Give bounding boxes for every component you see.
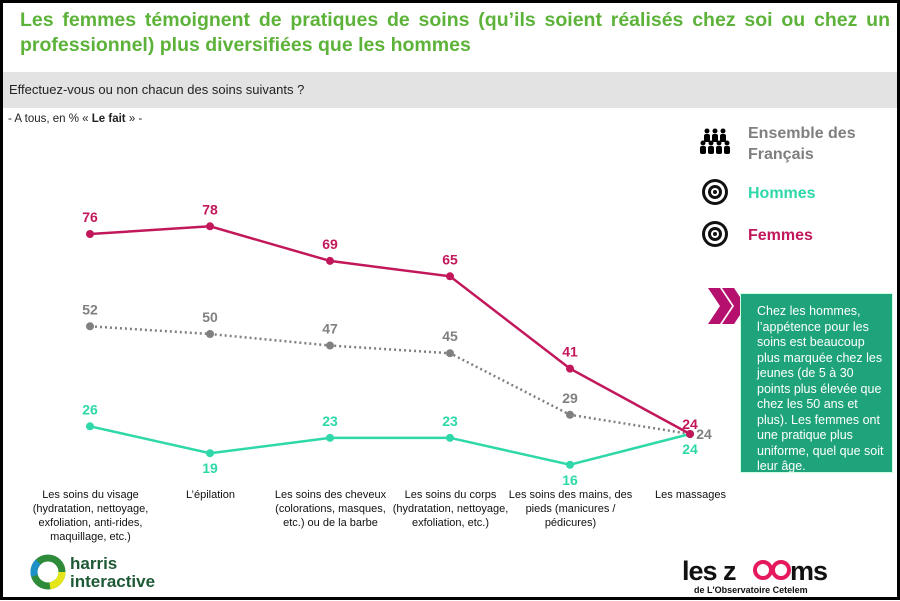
target-icon — [702, 179, 728, 205]
data-point — [206, 222, 214, 231]
callout-box: Chez les hommes, l’appétence pour les so… — [740, 293, 893, 473]
svg-text:harris: harris — [70, 554, 117, 573]
legend-femmes: Femmes — [748, 227, 813, 244]
data-point — [446, 349, 454, 358]
question-bar: Effectuez-vous ou non chacun des soins s… — [3, 72, 897, 108]
data-label: 24 — [682, 416, 698, 432]
svg-text:interactive: interactive — [70, 572, 155, 591]
x-category-label: Les soins du visage (hydratation, nettoy… — [32, 489, 149, 543]
data-point — [446, 272, 454, 281]
question-text: Effectuez-vous ou non chacun des soins s… — [9, 82, 305, 97]
data-label: 24 — [682, 441, 698, 457]
series-line-0 — [89, 325, 691, 436]
data-point — [86, 322, 94, 331]
target-icon — [702, 221, 728, 247]
data-label: 69 — [322, 236, 338, 252]
data-label: 76 — [82, 209, 98, 225]
x-category-label: Les massages — [655, 489, 726, 501]
data-label: 78 — [202, 201, 218, 217]
data-point — [686, 429, 694, 438]
svg-text:de L'Observatoire Cetelem: de L'Observatoire Cetelem — [694, 585, 808, 595]
series-line-2 — [89, 225, 691, 436]
data-label: 26 — [82, 401, 98, 417]
x-category-label: Les soins des mains, des pieds (manicure… — [508, 489, 633, 529]
data-point — [566, 410, 574, 419]
data-point — [86, 230, 94, 239]
data-point — [566, 460, 574, 469]
data-label: 16 — [562, 472, 578, 488]
data-point — [326, 256, 334, 265]
legend-hommes: Hommes — [748, 185, 816, 202]
data-label: 65 — [442, 251, 458, 267]
data-label: 23 — [442, 413, 458, 429]
data-point — [446, 433, 454, 442]
data-point — [566, 364, 574, 373]
harris-interactive-logo: harris interactive — [30, 552, 180, 597]
series-line-1 — [89, 425, 691, 467]
base-bold: Le fait — [91, 113, 126, 125]
data-label: 23 — [322, 413, 338, 429]
page-title: Les femmes témoignent de pratiques de so… — [20, 9, 890, 56]
legend-ensemble: Ensemble des Français — [748, 125, 856, 163]
x-category-label: Les soins du corps (hydratation, nettoya… — [392, 489, 509, 529]
base-note: - A tous, en % « Le fait » - — [8, 113, 142, 125]
data-point — [86, 422, 94, 431]
data-label: 50 — [202, 309, 218, 325]
people-group-icon — [700, 128, 730, 154]
svg-text:ms: ms — [790, 556, 827, 586]
data-label: 45 — [442, 328, 458, 344]
x-category-label: L’épilation — [186, 489, 235, 501]
data-label: 29 — [562, 390, 578, 406]
data-point — [326, 433, 334, 442]
base-prefix: - A tous, en % « — [8, 113, 92, 125]
data-point — [206, 449, 214, 458]
data-label: 19 — [202, 460, 218, 476]
data-point — [326, 341, 334, 350]
data-label: 47 — [322, 321, 338, 337]
les-zooms-logo: les z ms de L'Observatoire Cetelem — [680, 556, 830, 601]
data-point — [206, 330, 214, 338]
x-category-label: Les soins des cheveux (colorations, masq… — [274, 489, 387, 529]
data-label: 41 — [562, 344, 578, 360]
data-label: 24 — [696, 426, 712, 442]
base-suffix: » - — [125, 113, 143, 125]
svg-text:les z: les z — [682, 556, 736, 586]
data-label: 52 — [82, 301, 98, 317]
